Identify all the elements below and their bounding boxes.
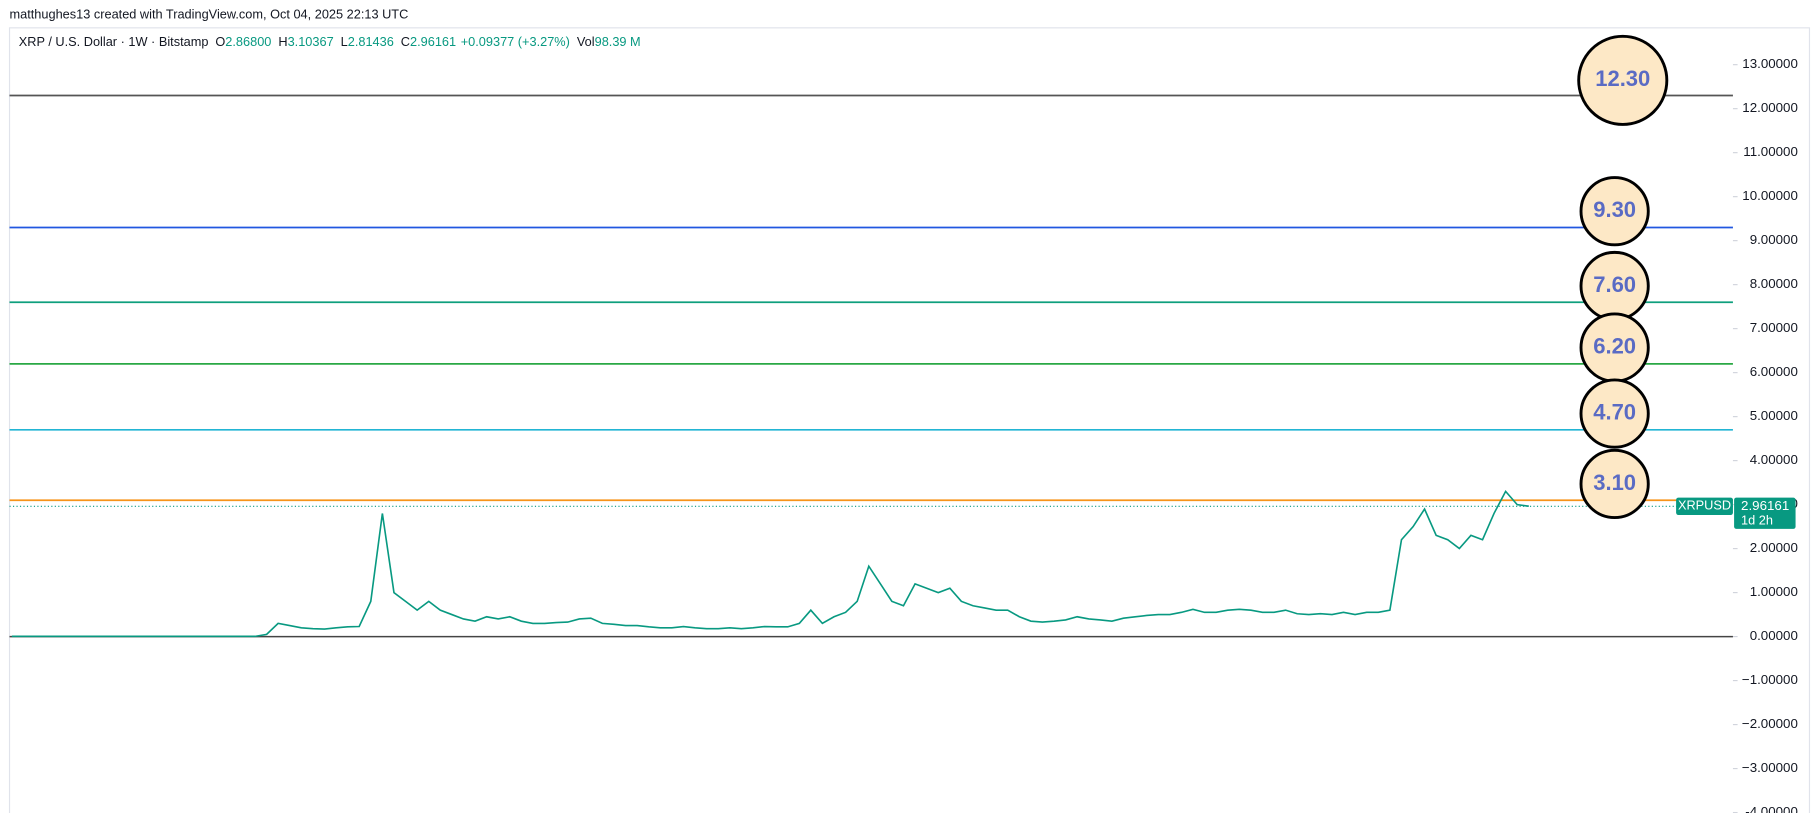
y-tick-label: 7.00000: [1750, 320, 1798, 335]
level-label: 7.60: [1593, 272, 1636, 297]
level-label: 3.10: [1593, 470, 1636, 495]
volume-unit: M: [630, 34, 641, 49]
price-line: [11, 489, 1529, 638]
y-tick-label: 6.00000: [1750, 364, 1798, 379]
y-tick-label: 4.00000: [1750, 452, 1798, 467]
ohlc-value: 2.96161: [410, 34, 456, 49]
y-tick-label: 0.00000: [1750, 628, 1798, 643]
ohlc-key: C: [401, 34, 410, 49]
y-tick-label: 13.00000: [1742, 56, 1798, 71]
y-tick-label: 9.00000: [1750, 232, 1798, 247]
ohlc-key: L: [341, 34, 348, 49]
price-tag: [1734, 497, 1796, 529]
ohlc-key: H: [278, 34, 287, 49]
level-label: 12.30: [1595, 66, 1650, 91]
y-tick-label: 2.00000: [1750, 540, 1798, 555]
y-tick-label: 8.00000: [1750, 276, 1798, 291]
y-tick-label: 5.00000: [1750, 408, 1798, 423]
change: +0.09377 (+3.27%): [461, 34, 570, 49]
volume-key: Vol: [577, 34, 595, 49]
level-badge: [1579, 176, 1650, 247]
y-tick-label: −2.00000: [1742, 716, 1798, 731]
level-badge: [1577, 34, 1669, 126]
ohlc-value: 2.81436: [348, 34, 394, 49]
symbol-tag: [1676, 497, 1733, 515]
ohlc-key: O: [215, 34, 225, 49]
y-tick-label: −3.00000: [1742, 760, 1798, 775]
level-label: 9.30: [1593, 197, 1636, 222]
countdown-label: 1d 2h: [1741, 513, 1773, 528]
level-badge: [1579, 448, 1650, 520]
symbol-tag-label: XRPUSD: [1678, 498, 1731, 513]
y-tick-label: -4.00000: [1745, 804, 1798, 813]
chart-frame: [8, 27, 1811, 813]
ohlc-value: 2.86800: [225, 34, 271, 49]
level-badge: [1579, 378, 1650, 449]
legend: XRP / U.S. Dollar · 1W · Bitstamp O2.8680…: [19, 34, 641, 49]
y-tick-label: 10.00000: [1742, 188, 1798, 203]
price-tag-label: 2.96161: [1741, 498, 1789, 513]
attribution: matthughes13 created with TradingView.co…: [10, 6, 409, 21]
y-tick-label: 1.00000: [1750, 584, 1798, 599]
level-label: 4.70: [1593, 399, 1636, 424]
volume-value: 98.39: [595, 34, 627, 49]
ohlc-value: 3.10367: [288, 34, 334, 49]
y-tick-label: −1.00000: [1742, 672, 1798, 687]
y-tick-label: 11.00000: [1743, 144, 1798, 159]
level-label: 6.20: [1593, 333, 1636, 358]
symbol-title: XRP / U.S. Dollar · 1W · Bitstamp: [19, 34, 209, 49]
y-tick-label: 12.00000: [1742, 100, 1798, 115]
